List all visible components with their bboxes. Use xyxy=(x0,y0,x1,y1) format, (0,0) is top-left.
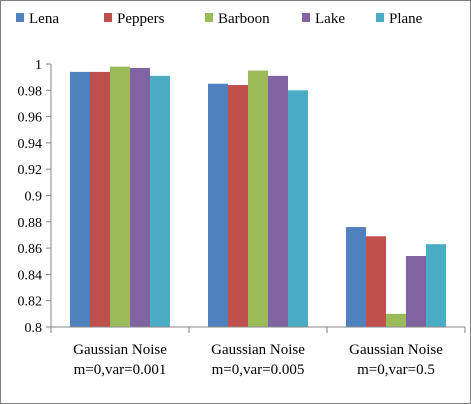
bar-peppers xyxy=(90,71,110,327)
x-category-label: m=0,var=0.005 xyxy=(212,362,305,378)
bar-lake xyxy=(130,67,150,327)
legend-item-peppers: Peppers xyxy=(104,11,165,27)
legend-swatch xyxy=(16,13,24,22)
bar-barboon xyxy=(386,313,406,327)
legend-item-plane: Plane xyxy=(376,11,423,27)
y-tick-label: 0.8 xyxy=(25,321,43,336)
bar-lake xyxy=(406,255,426,327)
x-category-label: m=0,var=0.5 xyxy=(357,362,435,378)
bar-lena xyxy=(70,71,90,327)
legend-swatch xyxy=(302,13,310,22)
y-tick-label: 0.84 xyxy=(18,268,43,283)
y-tick-label: 1 xyxy=(35,58,42,73)
y-tick-label: 0.9 xyxy=(25,190,43,205)
bar-lena xyxy=(346,227,366,327)
x-axis: Gaussian Noise m=0,var=0.001 Gaussian Nois… xyxy=(50,326,466,378)
bar-plane xyxy=(150,75,170,328)
x-category-label: Gaussian Noise xyxy=(349,342,443,358)
bar-barboon xyxy=(110,66,130,327)
legend-label: Peppers xyxy=(117,11,165,27)
y-tick-label: 0.86 xyxy=(18,242,43,257)
y-tick-label: 0.88 xyxy=(18,216,43,231)
legend-swatch xyxy=(205,13,213,22)
x-category-label: Gaussian Noise xyxy=(211,342,305,358)
bar-lena xyxy=(208,83,228,327)
y-tick-label: 0.96 xyxy=(18,111,43,126)
legend-swatch xyxy=(376,13,384,22)
bar-plane xyxy=(426,244,446,327)
y-tick-label: 0.82 xyxy=(18,295,43,310)
bar-peppers xyxy=(228,85,248,327)
legend-item-lena: Lena xyxy=(16,11,59,27)
bar-barboon xyxy=(248,70,268,327)
legend-label: Lake xyxy=(315,11,345,27)
x-category-label: m=0,var=0.001 xyxy=(74,362,167,378)
bar-lake xyxy=(268,75,288,328)
bar-peppers xyxy=(366,236,386,327)
y-axis: 0.8 0.82 0.84 0.86 0.88 0.9 0.92 0.94 0.96 0.98 1 xyxy=(18,58,52,336)
x-category-label: Gaussian Noise xyxy=(73,342,167,358)
legend-item-barboon: Barboon xyxy=(205,11,270,27)
y-tick-label: 0.98 xyxy=(18,84,43,99)
y-tick-label: 0.94 xyxy=(18,137,43,152)
bar-plane xyxy=(288,90,308,327)
legend-label: Plane xyxy=(389,11,423,27)
legend: Lena Peppers Barboon Lake Plane xyxy=(16,11,423,27)
legend-label: Lena xyxy=(29,11,59,27)
y-tick-label: 0.92 xyxy=(18,163,43,178)
bars xyxy=(70,66,446,328)
legend-item-lake: Lake xyxy=(302,11,345,27)
legend-swatch xyxy=(104,13,112,22)
legend-label: Barboon xyxy=(218,11,270,27)
